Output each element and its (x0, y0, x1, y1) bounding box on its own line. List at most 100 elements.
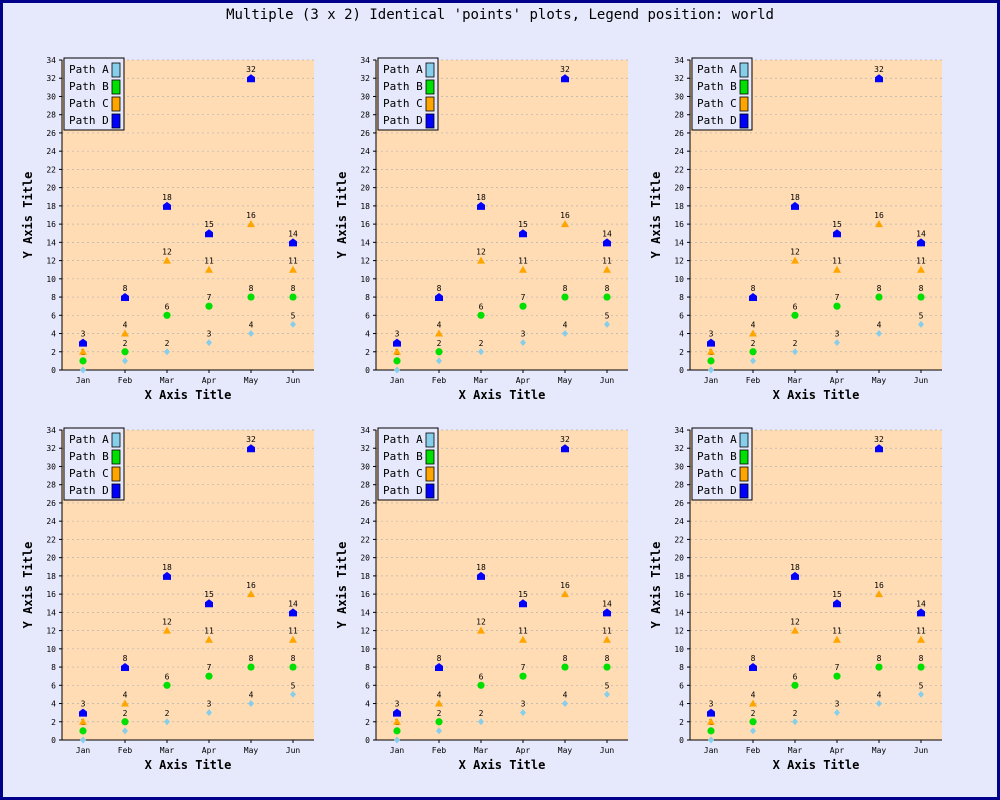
point-path-b (519, 302, 527, 310)
x-tick-label: Mar (474, 376, 489, 385)
legend-label: Path B (697, 450, 737, 463)
data-label: 12 (476, 618, 486, 627)
y-tick-label: 32 (674, 444, 684, 453)
y-tick-label: 4 (51, 330, 56, 339)
x-tick-label: Jan (704, 376, 719, 385)
legend-label: Path D (69, 114, 109, 127)
data-label: 7 (835, 663, 840, 672)
point-path-c (833, 635, 841, 643)
legend-swatch (425, 449, 435, 465)
point-path-b (205, 672, 213, 680)
y-axis-title: Y Axis Title (649, 172, 663, 259)
legend-swatch (111, 62, 121, 78)
data-label: 7 (835, 293, 840, 302)
point-path-d (749, 663, 757, 672)
data-label: 3 (81, 700, 86, 709)
legend-swatch (111, 432, 121, 448)
point-path-b (707, 727, 715, 735)
y-tick-label: 16 (46, 220, 56, 229)
point-path-b (247, 293, 255, 301)
point-path-b (205, 302, 213, 310)
point-path-c (707, 717, 715, 725)
x-tick-label: Apr (830, 746, 845, 755)
y-tick-label: 28 (46, 111, 56, 120)
point-path-d (289, 238, 297, 247)
data-label: 32 (246, 65, 256, 74)
data-label: 5 (605, 681, 610, 690)
y-tick-label: 24 (360, 147, 370, 156)
point-path-a (604, 320, 610, 328)
data-label: 15 (204, 220, 214, 229)
y-tick-label: 22 (674, 535, 684, 544)
point-path-c (875, 220, 883, 228)
point-path-b (79, 727, 87, 735)
point-path-b (393, 727, 401, 735)
data-label: 8 (751, 654, 756, 663)
point-path-d (707, 338, 715, 347)
y-tick-label: 10 (46, 275, 56, 284)
x-axis-title: X Axis Title (459, 388, 546, 402)
data-label: 18 (476, 193, 486, 202)
y-axis-title: Y Axis Title (335, 172, 349, 259)
point-path-c (393, 347, 401, 355)
data-label: 16 (874, 581, 884, 590)
legend-swatch (739, 449, 749, 465)
y-tick-label: 22 (46, 535, 56, 544)
y-tick-label: 32 (360, 444, 370, 453)
data-label: 8 (249, 654, 254, 663)
point-path-d (519, 599, 527, 608)
x-tick-label: Jun (914, 746, 929, 755)
legend-label: Path C (69, 467, 109, 480)
data-label: 16 (560, 211, 570, 220)
data-label: 11 (602, 257, 612, 266)
x-tick-label: Jan (76, 746, 91, 755)
data-label: 12 (162, 618, 172, 627)
y-tick-label: 34 (674, 426, 684, 435)
x-tick-label: Feb (118, 746, 133, 755)
point-path-a (792, 718, 798, 726)
point-path-a (478, 348, 484, 356)
data-label: 8 (919, 654, 924, 663)
y-axis-title: Y Axis Title (649, 542, 663, 629)
y-tick-label: 28 (46, 481, 56, 490)
legend-label: Path B (383, 450, 423, 463)
legend-swatch (425, 62, 435, 78)
point-path-d (121, 663, 129, 672)
point-path-c (247, 590, 255, 598)
point-path-a (562, 700, 568, 708)
y-tick-label: 10 (46, 645, 56, 654)
data-label: 4 (437, 321, 442, 330)
point-path-a (520, 709, 526, 717)
data-label: 32 (874, 65, 884, 74)
data-label: 6 (793, 672, 798, 681)
y-tick-label: 2 (51, 348, 56, 357)
y-tick-label: 2 (365, 718, 370, 727)
x-tick-label: May (872, 376, 887, 385)
y-tick-label: 30 (46, 462, 56, 471)
x-tick-label: Feb (118, 376, 133, 385)
y-tick-label: 30 (674, 92, 684, 101)
data-label: 2 (793, 709, 798, 718)
data-label: 11 (518, 257, 528, 266)
point-path-b (707, 357, 715, 365)
point-path-c (707, 347, 715, 355)
data-label: 3 (207, 700, 212, 709)
point-path-d (247, 74, 255, 83)
point-path-a (708, 736, 714, 744)
x-axis-title: X Axis Title (773, 758, 860, 772)
x-tick-label: Jun (286, 746, 301, 755)
y-tick-label: 0 (51, 366, 56, 375)
x-tick-label: Apr (830, 376, 845, 385)
point-path-c (603, 265, 611, 273)
point-path-a (876, 330, 882, 338)
data-label: 4 (563, 321, 568, 330)
y-tick-label: 20 (46, 554, 56, 563)
y-tick-label: 12 (46, 627, 56, 636)
point-path-d (917, 608, 925, 617)
data-label: 8 (291, 654, 296, 663)
point-path-c (163, 256, 171, 264)
point-path-d (247, 444, 255, 453)
